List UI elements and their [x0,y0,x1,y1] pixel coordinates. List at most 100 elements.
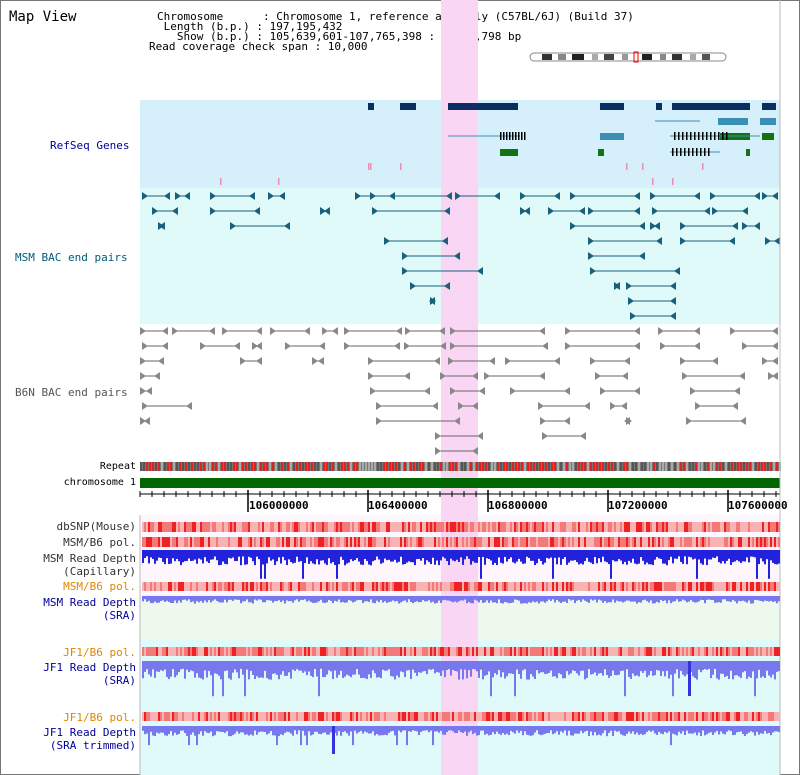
snp-density-cell [158,582,160,591]
read-depth-bar [760,596,762,601]
track-label-msm-b6-pol-cap[interactable]: MSM/B6 pol. [63,536,136,549]
track-label-jf1-depth-trim[interactable]: JF1 Read Depth [43,726,136,739]
snp-density-cell [604,712,606,721]
read-depth-bar [224,596,226,600]
gene-exon [518,132,520,140]
snp-density-cell [598,537,600,547]
snp-density-cell [594,712,596,721]
read-depth-bar [376,661,378,678]
repeat-element [362,462,364,471]
read-depth-bar [600,726,602,736]
read-depth-bar [658,550,660,559]
read-depth-bar [774,550,776,564]
read-depth-bar [498,596,500,600]
pink-marker [652,178,654,185]
read-depth-bar [412,596,414,604]
snp-density-cell [728,582,730,591]
repeat-element [524,462,526,471]
read-depth-bar [572,550,574,561]
read-depth-bar [402,596,404,602]
track-label-refseq-genes[interactable]: RefSeq Genes [50,139,130,152]
read-depth-bar [152,596,154,604]
snp-density-cell [724,582,726,591]
snp-density-cell [158,522,160,532]
track-label-msm-depth-sra[interactable]: MSM Read Depth [43,596,136,609]
repeat-element [671,462,673,471]
repeat-element [326,462,328,471]
track-label-msm-depth-cap[interactable]: MSM Read Depth [43,552,136,565]
read-depth-bar [504,661,506,679]
snp-density-cell [540,522,542,532]
track-label-jf1-depth[interactable]: JF1 Read Depth [43,661,136,674]
gene-exon [600,103,624,110]
read-depth-bar [364,726,366,732]
snp-density-cell [554,582,556,591]
snp-density-cell [370,712,372,721]
selection-highlight[interactable] [441,0,478,775]
b6n-bac-end [564,417,570,425]
read-depth-bar [428,661,430,670]
read-depth-bar [770,661,772,678]
read-depth-bar [676,661,678,670]
snp-density-cell [166,712,168,721]
track-label-jf1-b6-pol[interactable]: JF1/B6 pol. [63,646,136,659]
snp-density-cell [462,582,464,591]
snp-density-cell [554,647,556,656]
snp-density-cell [750,712,752,721]
snp-density-cell [532,582,534,591]
snp-density-cell [652,582,654,591]
read-depth-bar [586,726,588,731]
read-depth-bar [478,661,480,678]
read-depth-bar [544,726,546,734]
snp-density-cell [484,522,486,532]
b6n-bac-end [634,327,640,335]
snp-density-cell [664,712,666,721]
snp-density-cell [434,712,436,721]
chromosome-ideogram[interactable] [529,51,727,63]
gene-exon [718,132,720,140]
snp-density-cell [430,582,432,591]
read-depth-bar [144,550,146,558]
snp-density-cell [682,537,684,547]
track-label-chromosome[interactable]: chromosome 1 [63,477,136,488]
repeat-element [695,462,697,471]
read-depth-bar [566,726,568,736]
read-depth-bar [762,726,764,734]
read-depth-bar [722,596,724,600]
snp-density-cell [426,537,428,547]
snp-density-cell [708,582,710,591]
gene-exon [656,103,662,110]
repeat-element [155,462,157,471]
read-depth-bar [434,661,436,674]
repeat-element [455,462,457,471]
snp-density-cell [756,647,758,656]
track-label-msm-b6-pol-sra[interactable]: MSM/B6 pol. [63,580,136,593]
snp-density-cell [186,712,188,721]
b6n-bac-end [435,432,441,440]
repeat-element [566,462,568,471]
read-depth-bar [500,550,502,563]
track-label-jf1-b6-pol-trim[interactable]: JF1/B6 pol. [63,711,136,724]
read-depth-bar [516,550,518,562]
snp-density-cell [576,537,578,547]
track-label-dbsnp[interactable]: dbSNP(Mouse) [56,520,136,533]
track-label-b6n-bac[interactable]: B6N BAC end pairs [15,386,128,399]
snp-density-cell [720,647,722,656]
read-depth-bar [382,726,384,736]
snp-density-cell [390,712,392,721]
msm-bac-end [184,192,190,200]
track-label-repeat[interactable]: Repeat [99,461,136,472]
snp-density-cell [418,712,420,721]
track-label-msm-bac[interactable]: MSM BAC end pairs [15,251,128,264]
repeat-element [731,462,733,471]
snp-density-cell [542,712,544,721]
snp-density-cell [244,537,246,547]
snp-density-cell [638,537,640,547]
snp-density-cell [316,712,318,721]
read-depth-bar [386,596,388,603]
snp-density-cell [662,712,664,721]
snp-density-cell [528,647,530,656]
snp-density-cell [648,582,650,591]
snp-density-cell [716,537,718,547]
repeat-element [437,462,439,471]
